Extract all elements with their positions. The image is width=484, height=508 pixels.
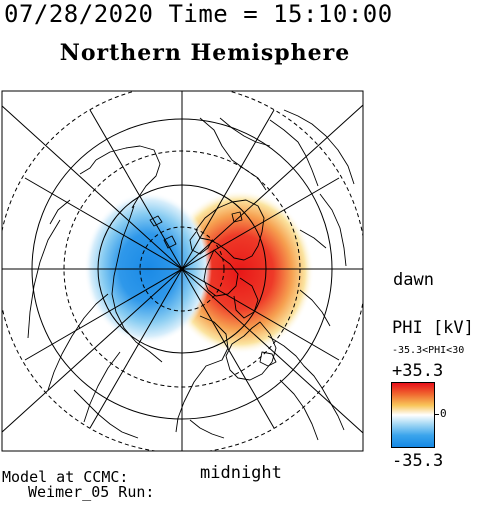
colorbar-zero-tick [435, 414, 439, 415]
colorbar-zero: 0 [440, 407, 447, 420]
colorbar-range: -35.3<PHI<30 [392, 345, 465, 356]
midnight-label: midnight [200, 463, 282, 483]
colorbar-min: -35.3 [392, 451, 444, 471]
colorbar-label: PHI [kV] [392, 318, 474, 338]
datetime-title: 07/28/2020 Time = 15:10:00 [4, 0, 393, 28]
run-label: Weimer_05 Run: [28, 483, 155, 501]
model-label: Model at CCMC: [2, 468, 129, 486]
colorbar [391, 382, 435, 448]
potential-negative-cell [84, 192, 212, 344]
dawn-label: dawn [393, 270, 434, 290]
hemisphere-title: Northern Hemisphere [59, 40, 351, 66]
colorbar-max: +35.3 [392, 361, 444, 381]
polar-map [1, 90, 364, 452]
